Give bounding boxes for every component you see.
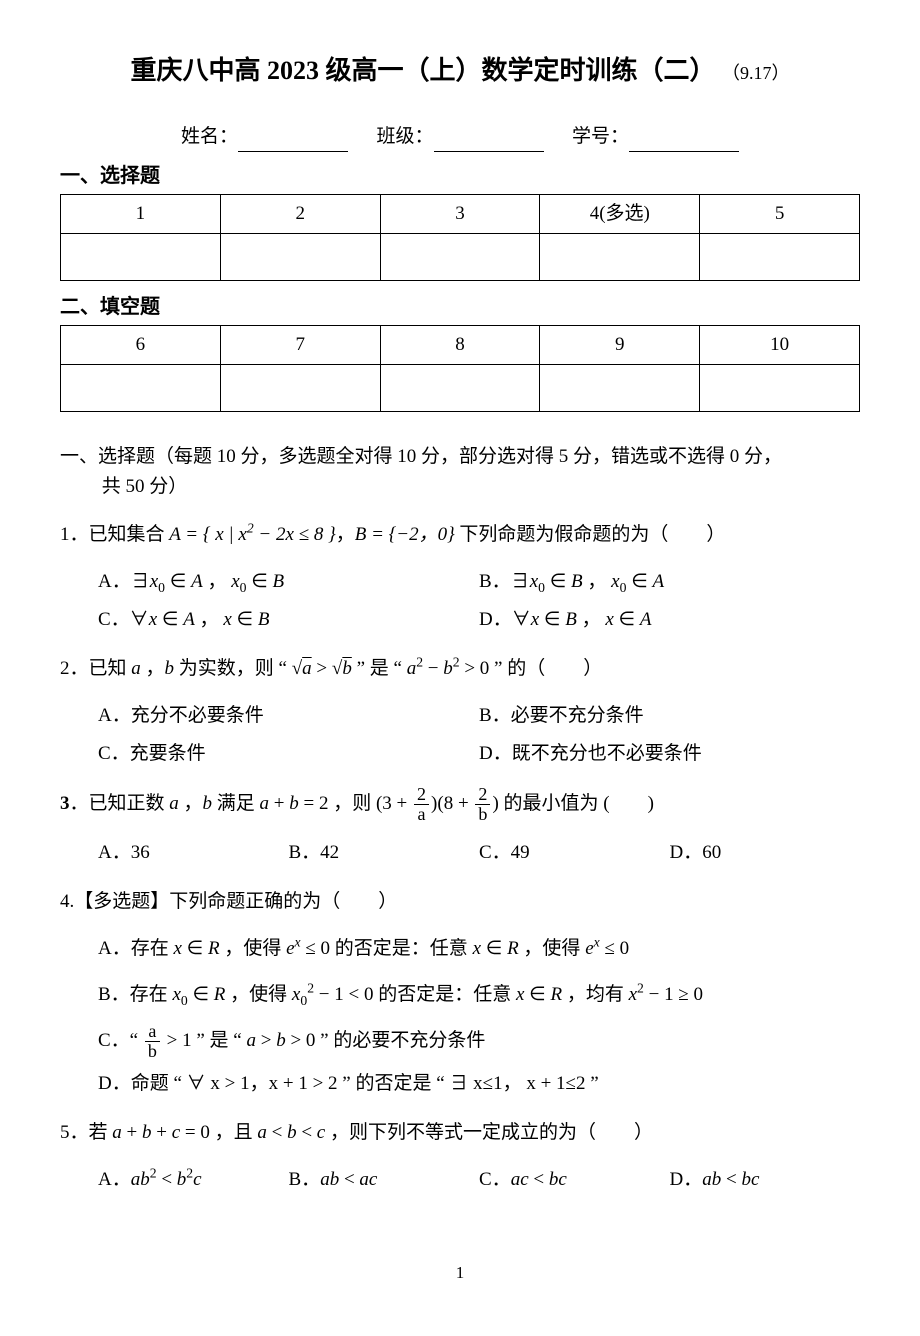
student-info: 姓名： 班级： 学号： [60, 122, 860, 152]
q2-options: A．充分不必要条件 B．必要不充分条件 C．充要条件 D．既不充分也不必要条件 [98, 697, 860, 773]
answer-cell[interactable] [220, 364, 380, 411]
table-header-cell: 10 [700, 325, 860, 364]
answer-cell[interactable] [540, 233, 700, 280]
name-blank[interactable] [238, 132, 348, 152]
q1-set-a: A = { x | x2 − 2x ≤ 8 } [169, 524, 335, 545]
answer-cell[interactable] [380, 233, 540, 280]
section-instructions: 一、选择题（每题 10 分，多选题全对得 10 分，部分选对得 5 分，错选或不… [60, 442, 860, 503]
question-5: 5．若 a + b + c = 0 ，且 a < b < c ，则下列不等式一定… [60, 1115, 860, 1151]
q3-option-d: D．60 [670, 834, 861, 872]
table-row [61, 364, 860, 411]
answer-cell[interactable] [380, 364, 540, 411]
q2-option-c: C．充要条件 [98, 735, 479, 773]
q3-frac2-den: b [475, 805, 490, 824]
answer-table-1: 1 2 3 4(多选) 5 [60, 194, 860, 281]
q3-frac2-num: 2 [475, 785, 490, 805]
q5-option-c: C．ac < bc [479, 1161, 670, 1199]
q1-set-b: B = {−2，0} [355, 524, 455, 545]
q4-option-b: B．存在 x0 ∈ R ，使得 x02 − 1 < 0 的否定是：任意 x ∈ … [98, 976, 860, 1014]
instructions-line-1: 一、选择题（每题 10 分，多选题全对得 10 分，部分选对得 5 分，错选或不… [60, 446, 782, 467]
q5-option-a: A．ab2 < b2c [98, 1161, 289, 1199]
table-row: 6 7 8 9 10 [61, 325, 860, 364]
title-main: 重庆八中高 2023 级高一（上）数学定时训练（二） [130, 56, 715, 85]
q3-frac1-den: a [414, 805, 429, 824]
table-header-cell: 5 [700, 194, 860, 233]
question-2: 2．已知 a ，b 为实数，则 “ √a > √b ” 是 “ a2 − b2 … [60, 651, 860, 687]
q1-sep: ， [336, 524, 355, 545]
page-number: 1 [60, 1259, 860, 1286]
table-header-cell: 4(多选) [540, 194, 700, 233]
table-header-cell: 2 [220, 194, 380, 233]
q3-option-a: A．36 [98, 834, 289, 872]
answer-cell[interactable] [220, 233, 380, 280]
id-label: 学号： [572, 126, 629, 147]
class-blank[interactable] [434, 132, 544, 152]
answer-cell[interactable] [700, 233, 860, 280]
table-row [61, 233, 860, 280]
q5-option-d: D．ab < bc [670, 1161, 861, 1199]
q3-frac1-num: 2 [414, 785, 429, 805]
q2-option-a: A．充分不必要条件 [98, 697, 479, 735]
q4c-frac-num: a [145, 1022, 160, 1042]
q1-option-b: B．∃x0 ∈ B ， x0 ∈ A [479, 563, 860, 601]
name-label: 姓名： [181, 126, 238, 147]
question-4: 4.【多选题】下列命题正确的为（ ） [60, 884, 860, 920]
page-title: 重庆八中高 2023 级高一（上）数学定时训练（二） （9.17） [60, 50, 860, 92]
q4-option-d: D．命题 “ ∀ x > 1，x + 1 > 2 ” 的否定是 “ ∃ x≤1，… [98, 1065, 860, 1103]
table-header-cell: 3 [380, 194, 540, 233]
question-1: 1．已知集合 A = { x | x2 − 2x ≤ 8 }，B = {−2，0… [60, 517, 860, 553]
section-1-head: 一、选择题 [60, 160, 860, 192]
title-sub: （9.17） [722, 63, 790, 83]
table-header-cell: 7 [220, 325, 380, 364]
answer-cell[interactable] [700, 364, 860, 411]
q4-options: A．存在 x ∈ R ，使得 ex ≤ 0 的否定是：任意 x ∈ R ，使得 … [98, 930, 860, 1103]
table-header-cell: 6 [61, 325, 221, 364]
table-row: 1 2 3 4(多选) 5 [61, 194, 860, 233]
q3-option-c: C．49 [479, 834, 670, 872]
q2-option-d: D．既不充分也不必要条件 [479, 735, 860, 773]
q1-option-d: D．∀x ∈ B ， x ∈ A [479, 601, 860, 639]
q3-options: A．36 B．42 C．49 D．60 [98, 834, 860, 872]
q1-stem-post: 下列命题为假命题的为（ ） [455, 524, 726, 545]
table-header-cell: 9 [540, 325, 700, 364]
q1-options: A．∃x0 ∈ A ， x0 ∈ B B．∃x0 ∈ B ， x0 ∈ A C．… [98, 563, 860, 639]
table-header-cell: 8 [380, 325, 540, 364]
q2-option-b: B．必要不充分条件 [479, 697, 860, 735]
class-label: 班级： [376, 126, 433, 147]
q1-option-a: A．∃x0 ∈ A ， x0 ∈ B [98, 563, 479, 601]
q4c-frac-den: b [145, 1042, 160, 1061]
id-blank[interactable] [629, 132, 739, 152]
q1-stem-pre: 1．已知集合 [60, 524, 169, 545]
answer-cell[interactable] [61, 364, 221, 411]
q4-option-a: A．存在 x ∈ R ，使得 ex ≤ 0 的否定是：任意 x ∈ R ，使得 … [98, 930, 860, 968]
question-3: 3．已知正数 a ，b 满足 a + b = 2 ，则 (3 + 2a)(8 +… [60, 785, 860, 824]
table-header-cell: 1 [61, 194, 221, 233]
q1-option-c: C．∀x ∈ A ， x ∈ B [98, 601, 479, 639]
section-2-head: 二、填空题 [60, 291, 860, 323]
q5-options: A．ab2 < b2c B．ab < ac C．ac < bc D．ab < b… [98, 1161, 860, 1199]
instructions-line-2: 共 50 分） [60, 472, 860, 502]
answer-cell[interactable] [540, 364, 700, 411]
answer-cell[interactable] [61, 233, 221, 280]
answer-table-2: 6 7 8 9 10 [60, 325, 860, 412]
q4-option-c: C．“ ab > 1 ” 是 “ a > b > 0 ” 的必要不充分条件 [98, 1022, 860, 1061]
q5-option-b: B．ab < ac [289, 1161, 480, 1199]
q3-option-b: B．42 [289, 834, 480, 872]
